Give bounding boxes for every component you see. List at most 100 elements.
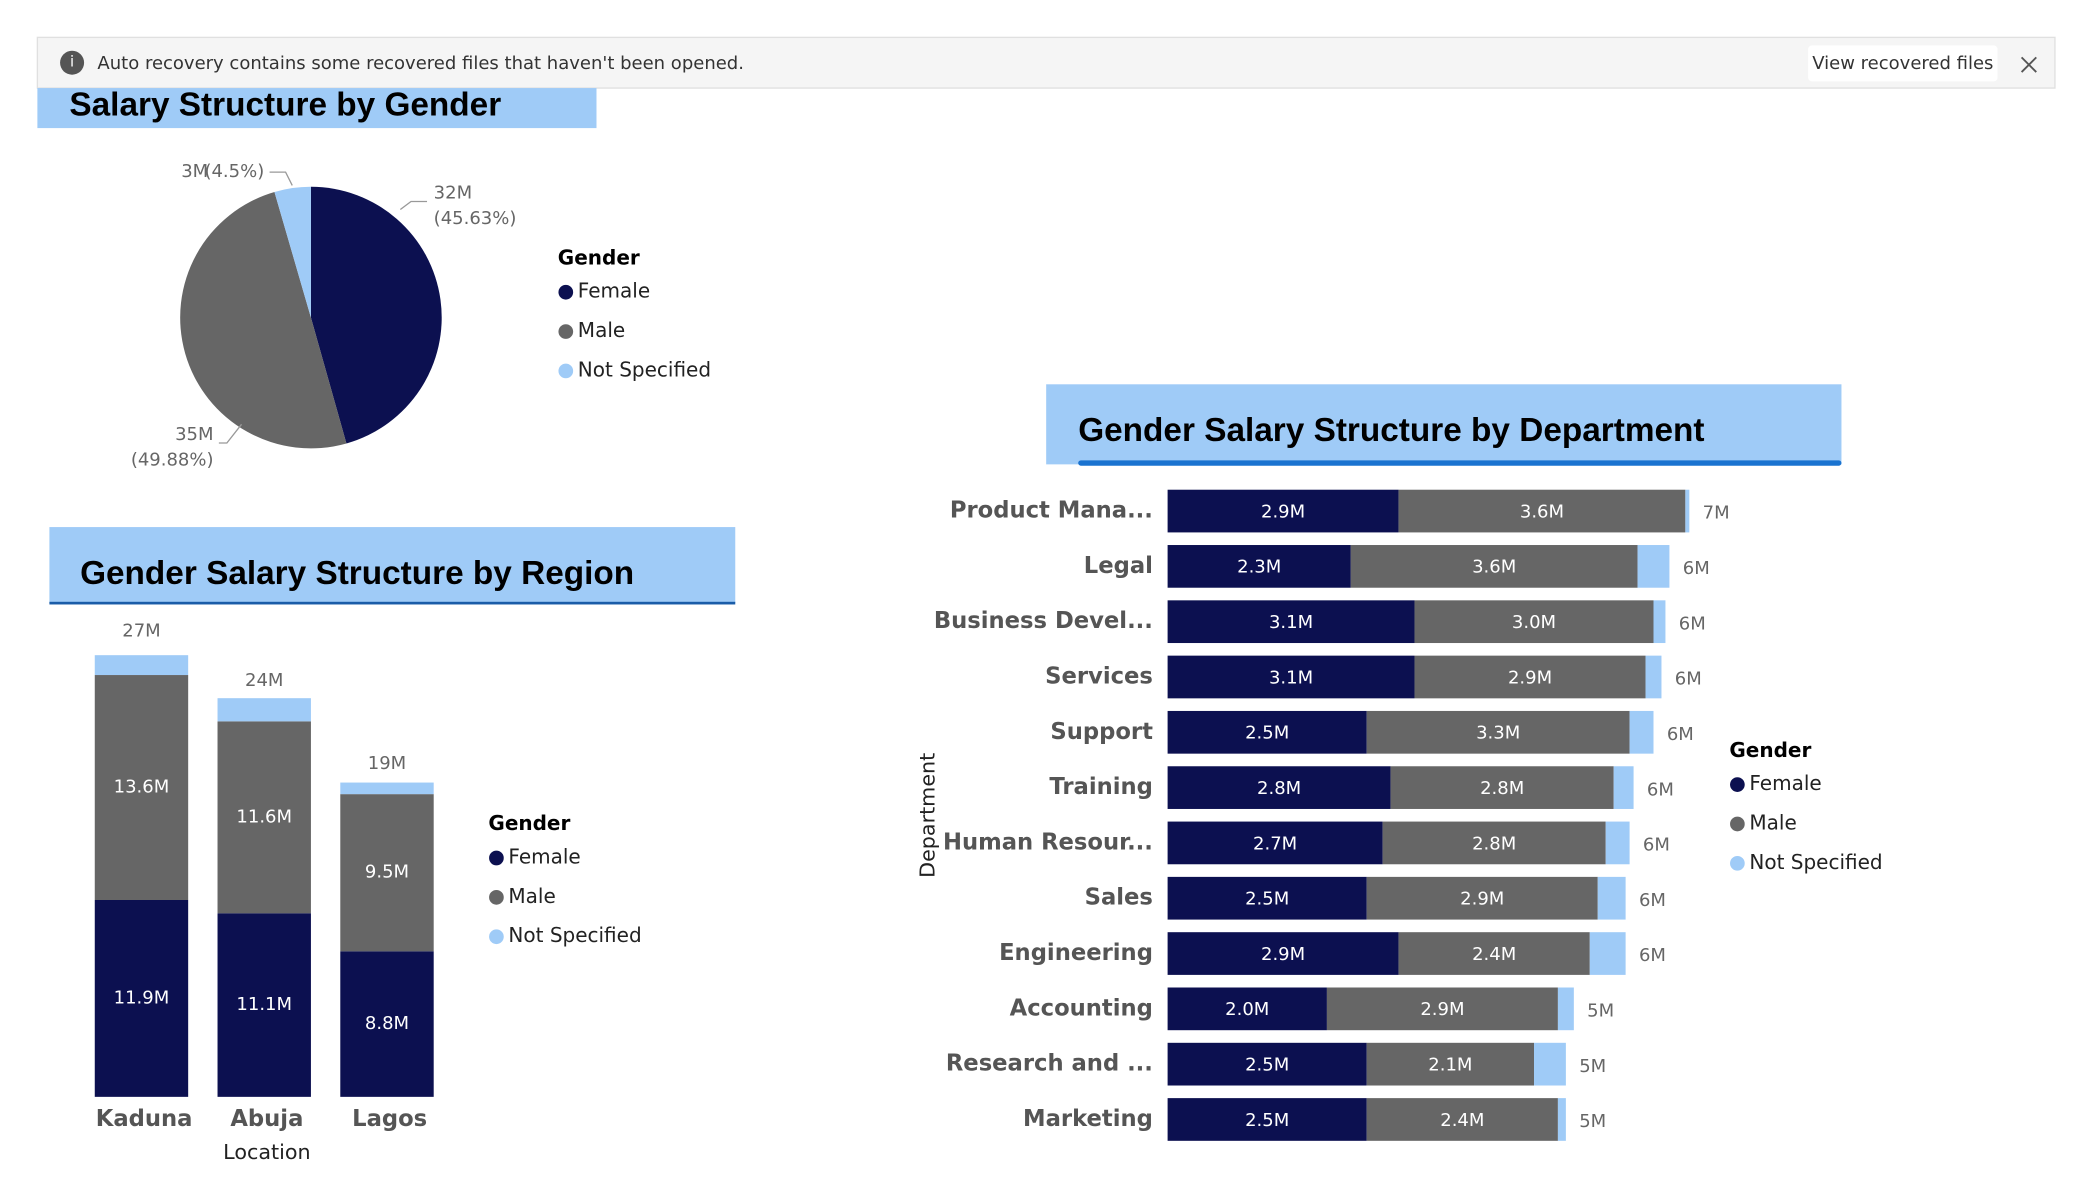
bar-segment (1637, 545, 1670, 588)
legend-label: Male (1749, 810, 1796, 834)
legend-label: Not Specified (508, 923, 641, 947)
legend-label: Female (578, 279, 650, 303)
bar-segment (1557, 1098, 1566, 1141)
legend-swatch (489, 929, 504, 945)
value-label: (49.88%) (131, 449, 214, 470)
amount-label: 3M (181, 161, 208, 182)
bar-segment (1414, 600, 1654, 644)
total-label: 6M (1679, 613, 1706, 634)
legend-swatch (1730, 816, 1745, 832)
data-label: 2.8M (1472, 833, 1516, 854)
legend-title: Gender (1729, 738, 1811, 762)
chart-title: Gender Salary Structure by Region (80, 555, 634, 592)
data-label: 2.5M (1245, 723, 1289, 744)
data-label: 2.9M (1261, 501, 1305, 522)
close-button[interactable] (2020, 56, 2037, 73)
data-label: 2.5M (1245, 889, 1289, 910)
total-label: 7M (1703, 503, 1730, 524)
data-label: 9.5M (365, 862, 409, 883)
total-label: 6M (1667, 724, 1694, 745)
y-tick-label: Training (1049, 774, 1153, 800)
legend-label: Female (508, 845, 580, 869)
total-label: 5M (1579, 1111, 1606, 1132)
y-tick-label: Legal (1084, 553, 1153, 579)
leader-line (399, 200, 428, 211)
data-label: 2.9M (1460, 889, 1504, 910)
legend-swatch (1730, 777, 1745, 792)
title-box (1046, 384, 1842, 465)
amount-label: 35M (175, 424, 213, 445)
bar-segment (1167, 876, 1367, 920)
chart-title: Salary Structure by Gender (69, 87, 501, 124)
y-tick-label: Product Mana... (950, 498, 1153, 524)
pie-slice (180, 192, 347, 449)
y-tick-label: Sales (1085, 885, 1153, 911)
bar-segment (1414, 655, 1646, 699)
total-label: 5M (1579, 1056, 1606, 1077)
total-label: 24M (245, 670, 283, 691)
legend-swatch (558, 284, 574, 300)
leader-line (218, 423, 243, 444)
bar-segment (1167, 766, 1391, 809)
y-tick-label: Services (1045, 663, 1153, 689)
bar-segment (1366, 876, 1598, 920)
total-label: 6M (1639, 945, 1666, 966)
view-recovered-label[interactable]: View recovered files (1812, 53, 1993, 74)
bar-segment (1685, 489, 1690, 533)
bar-segment (217, 698, 311, 722)
data-label: 8.8M (365, 1013, 409, 1034)
info-icon-glyph: i (70, 54, 74, 71)
total-label: 6M (1647, 779, 1674, 800)
data-label: 13.6M (114, 777, 170, 798)
data-label: 2.3M (1237, 557, 1281, 578)
legend-swatch (489, 850, 504, 866)
legend-label: Female (1749, 771, 1821, 795)
bar-segment (1557, 987, 1574, 1031)
data-label: 2.0M (1225, 999, 1269, 1020)
title-box (49, 527, 736, 604)
bar-segment (1167, 655, 1415, 699)
legend-label: Not Specified (578, 357, 711, 381)
amount-label: 32M (434, 182, 472, 203)
bar-segment (1589, 932, 1626, 975)
legend-label: Male (578, 318, 625, 342)
data-label: 2.4M (1472, 944, 1516, 965)
bar-segment (94, 655, 189, 676)
bar-segment (1167, 932, 1399, 975)
data-label: 3.1M (1269, 667, 1313, 688)
data-label: 11.6M (236, 806, 292, 827)
total-label: 27M (122, 621, 160, 642)
data-label: 2.5M (1245, 1110, 1289, 1131)
data-label: 2.7M (1253, 833, 1297, 854)
bar-segment (1167, 1042, 1367, 1086)
bar-segment (1398, 489, 1686, 533)
bar-segment (1534, 1042, 1566, 1086)
legend-label: Not Specified (1749, 850, 1882, 874)
bar-segment (1167, 710, 1367, 754)
bar-segment (1613, 766, 1634, 809)
y-tick-label: Research and ... (946, 1051, 1153, 1077)
title-underline (49, 601, 736, 605)
legend-swatch (489, 890, 504, 905)
total-label: 6M (1639, 890, 1666, 911)
bar-segment (1597, 876, 1626, 920)
data-label: 11.9M (114, 987, 170, 1008)
bar-segment (340, 782, 434, 795)
value-label: (45.63%) (434, 208, 517, 229)
view-recovered-button[interactable] (1808, 45, 1998, 82)
data-label: 3.3M (1476, 723, 1520, 744)
bar-segment (1398, 932, 1590, 975)
data-label: 2.8M (1257, 778, 1301, 799)
bar-segment (1167, 821, 1383, 865)
y-tick-label: Marketing (1023, 1106, 1153, 1132)
bar-segment (1366, 1042, 1535, 1086)
x-tick-label: Abuja (230, 1106, 303, 1132)
bar-segment (1350, 545, 1638, 588)
total-label: 6M (1675, 669, 1702, 690)
x-axis-title: Location (223, 1140, 310, 1164)
total-label: 5M (1587, 1001, 1614, 1022)
legend-label: Male (508, 884, 555, 908)
legend-swatch (1730, 855, 1745, 871)
legend-swatch (558, 363, 574, 379)
